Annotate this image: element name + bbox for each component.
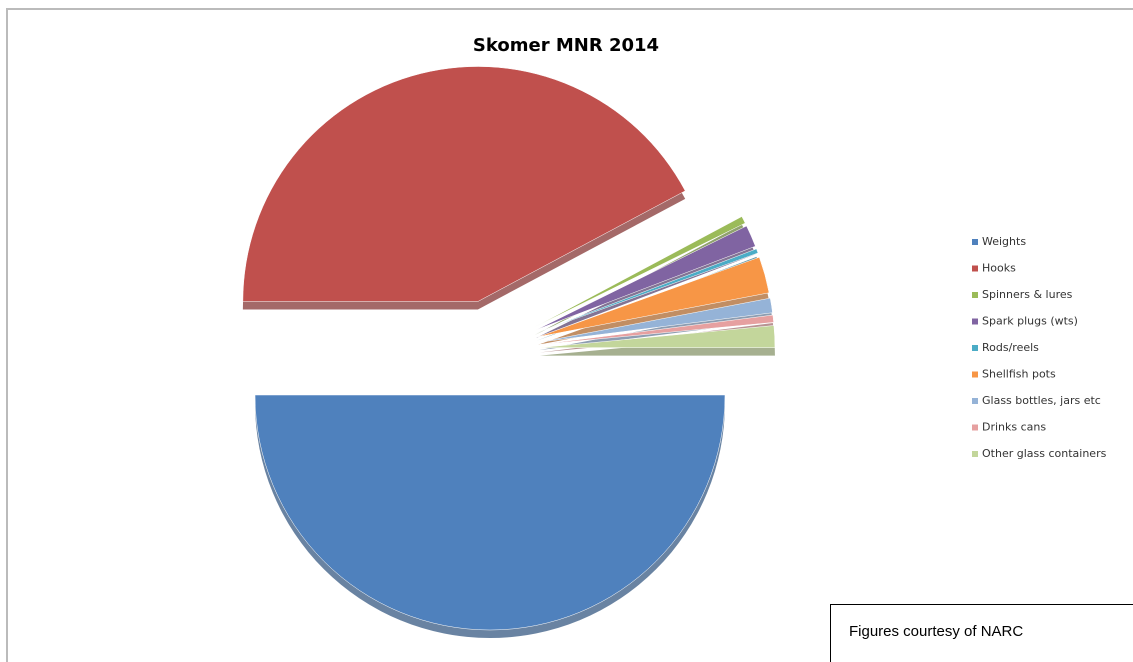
pie-slice	[539, 314, 774, 345]
legend-label: Glass bottles, jars etc	[982, 394, 1101, 407]
legend-swatch	[972, 371, 978, 378]
pie-slice	[539, 297, 773, 343]
pie-slice	[539, 325, 776, 348]
chart-title: Skomer MNR 2014	[473, 35, 659, 56]
pie-slice	[538, 256, 770, 338]
legend-swatch	[972, 292, 978, 298]
legend-label: Drinks cans	[982, 421, 1046, 434]
annotation: Figures courtesy of NARC	[830, 604, 1133, 662]
legend-label: Hooks	[982, 262, 1016, 275]
legend-swatch	[972, 318, 978, 325]
legend-swatch	[972, 424, 978, 431]
legend-label: Rods/reels	[982, 341, 1039, 354]
legend-label: Spark plugs (wts)	[982, 315, 1078, 328]
legend-swatch	[972, 451, 978, 457]
pie-slice	[254, 394, 726, 631]
pie-slice	[536, 248, 759, 333]
legend-swatch	[972, 265, 978, 272]
legend-swatch	[972, 239, 978, 245]
legend-label: Weights	[982, 235, 1026, 248]
pie-slice	[535, 225, 756, 331]
legend-label: Spinners & lures	[982, 288, 1073, 301]
pie-slice	[242, 66, 686, 302]
pie-slice	[534, 216, 746, 328]
legend-swatch	[972, 398, 978, 404]
legend-label: Other glass containers	[982, 447, 1107, 460]
legend-label: Shellfish pots	[982, 368, 1056, 381]
legend-swatch	[972, 345, 978, 351]
